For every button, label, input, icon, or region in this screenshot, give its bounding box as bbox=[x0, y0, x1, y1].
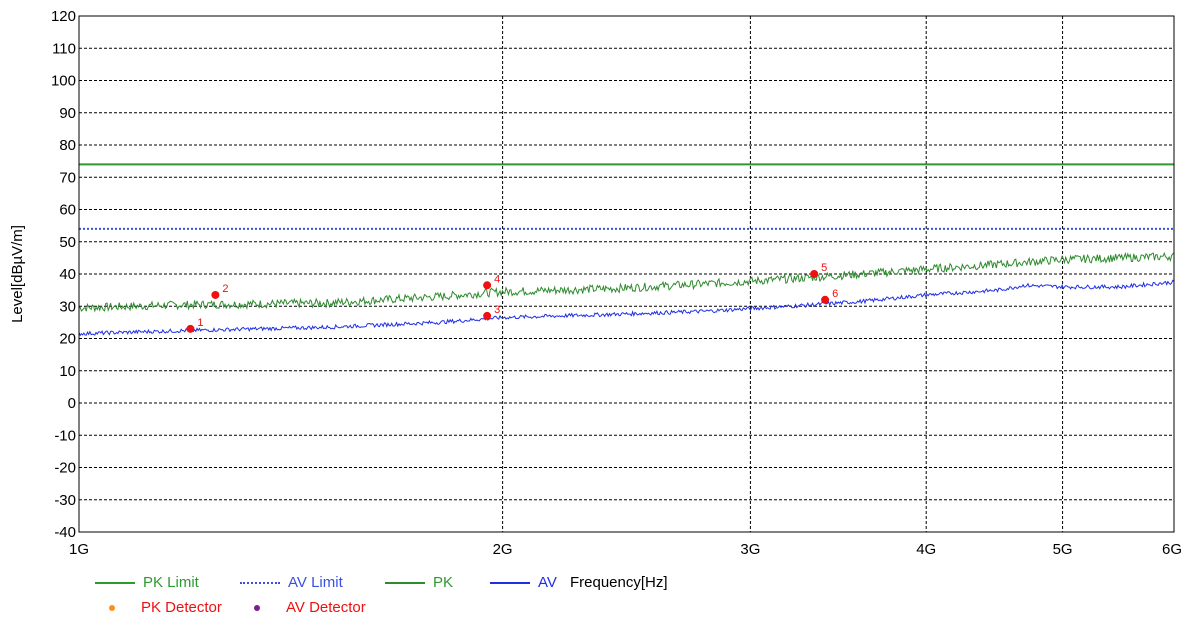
x-tick-labels: 1G 2G 3G 4G 5G 6G bbox=[69, 541, 1182, 558]
series-av bbox=[78, 279, 1175, 337]
y-tick-labels: -40 -30 -20 -10 0 10 20 30 40 50 60 70 80 90 100 110 120 bbox=[51, 8, 76, 541]
x-tick-label: 1G bbox=[69, 541, 89, 558]
marker-label: 5 bbox=[821, 262, 827, 274]
marker-label: 6 bbox=[832, 288, 838, 300]
marker-label: 4 bbox=[494, 273, 500, 285]
marker-point bbox=[483, 281, 492, 290]
y-tick-label: -10 bbox=[54, 427, 76, 444]
marker-point bbox=[186, 324, 195, 333]
y-tick-label: 80 bbox=[59, 137, 76, 154]
y-axis-label: Level[dBµV/m] bbox=[9, 225, 26, 323]
y-tick-label: 30 bbox=[59, 298, 76, 315]
y-tick-label: 60 bbox=[59, 202, 76, 219]
y-tick-label: 0 bbox=[68, 395, 76, 412]
markers: 1 2 3 4 5 6 bbox=[186, 262, 838, 333]
grid bbox=[78, 15, 1175, 533]
y-tick-label: 100 bbox=[51, 73, 76, 90]
marker-label: 1 bbox=[197, 317, 203, 329]
marker-point bbox=[810, 270, 819, 278]
y-tick-label: 50 bbox=[59, 234, 76, 251]
y-tick-label: -20 bbox=[54, 460, 76, 477]
y-tick-label: -40 bbox=[54, 524, 76, 541]
plot-frame bbox=[78, 15, 1175, 533]
marker-point bbox=[483, 311, 492, 320]
x-tick-label: 3G bbox=[740, 541, 760, 558]
x-tick-label: 5G bbox=[1053, 541, 1073, 558]
marker-label: 3 bbox=[494, 304, 500, 316]
series-lines bbox=[78, 163, 1175, 337]
x-tick-label: 2G bbox=[493, 541, 513, 558]
y-tick-label: 120 bbox=[51, 8, 76, 25]
series-pk bbox=[78, 251, 1175, 313]
marker-point bbox=[211, 290, 220, 299]
x-tick-label: 6G bbox=[1162, 541, 1182, 558]
y-tick-label: 110 bbox=[52, 40, 76, 57]
marker-label: 2 bbox=[222, 283, 228, 295]
y-tick-label: 20 bbox=[59, 331, 76, 348]
y-tick-label: 70 bbox=[59, 169, 76, 186]
marker-point bbox=[821, 295, 830, 304]
y-tick-label: 90 bbox=[59, 105, 76, 122]
y-tick-label: 10 bbox=[59, 363, 76, 380]
y-tick-label: 40 bbox=[59, 266, 76, 283]
x-tick-label: 4G bbox=[916, 541, 936, 558]
y-tick-label: -30 bbox=[54, 492, 76, 509]
